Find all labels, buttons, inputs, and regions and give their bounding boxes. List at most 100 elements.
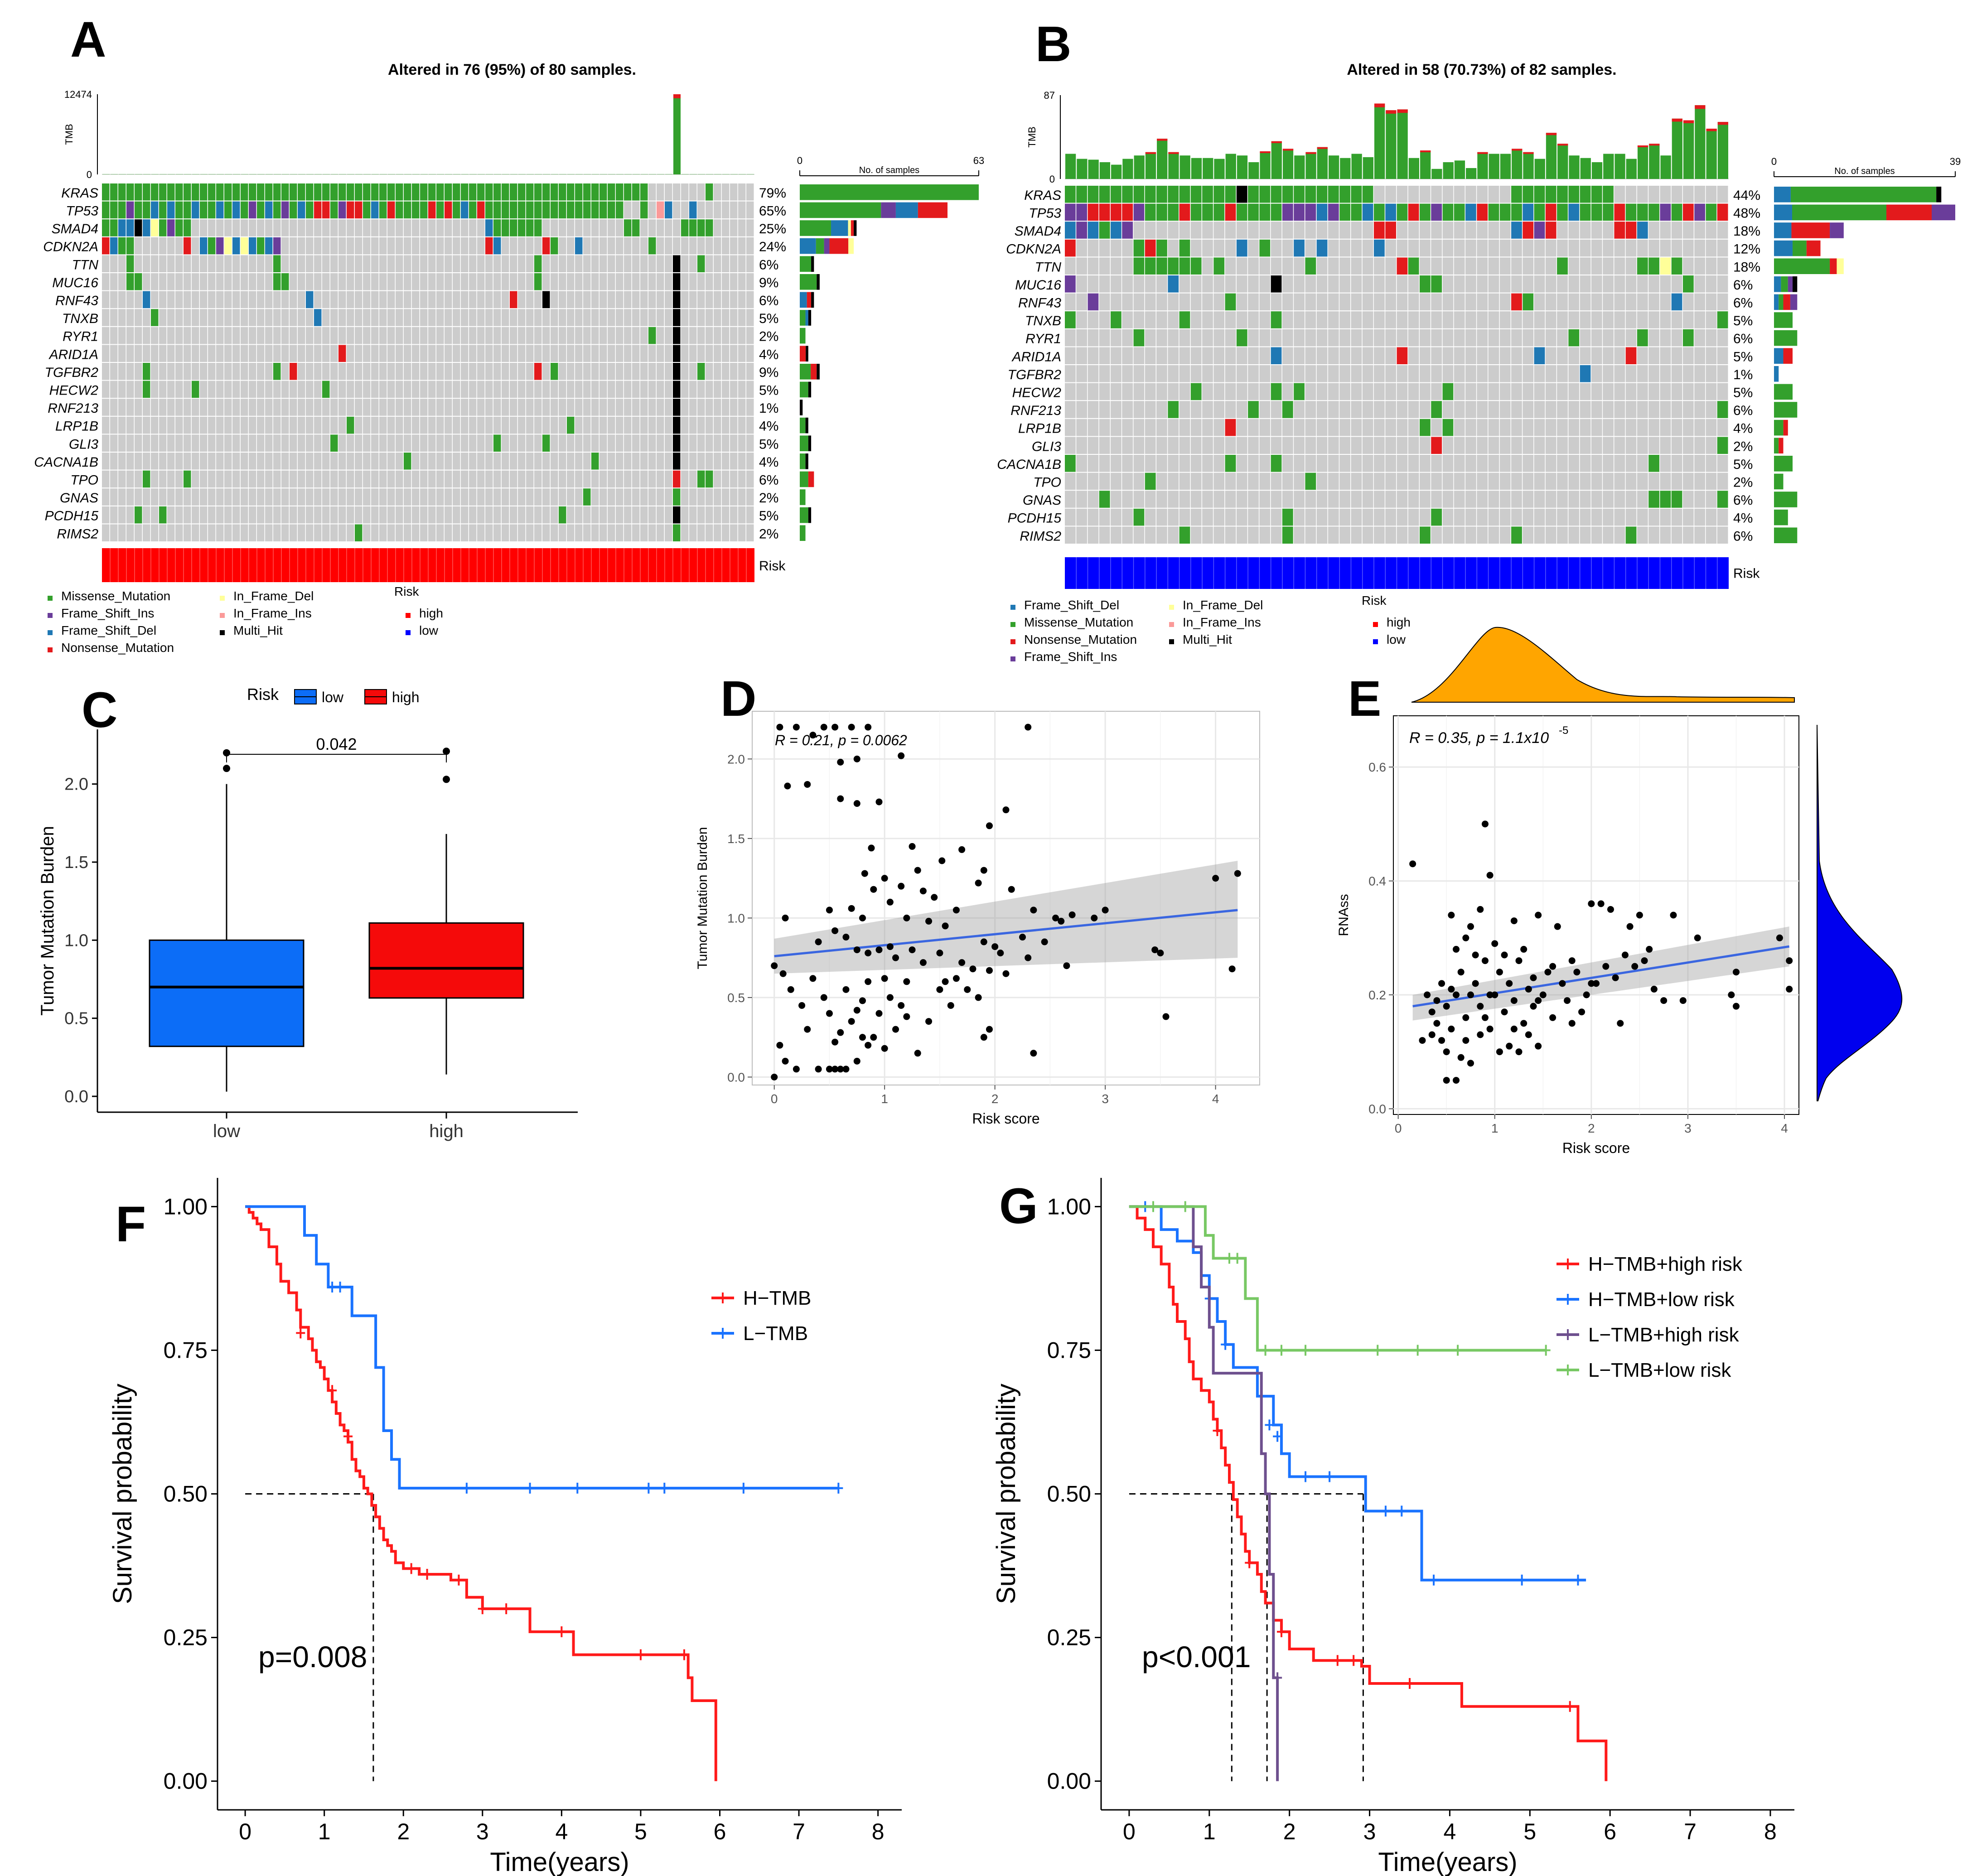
gene-label: KRAS xyxy=(1024,188,1061,203)
oncoprint-cell xyxy=(322,363,330,380)
oncoprint-cell xyxy=(493,381,501,398)
oncoprint-cell xyxy=(167,416,175,434)
oncoprint-cell xyxy=(1408,401,1419,418)
gene-count-bar xyxy=(800,274,817,290)
gene-count-bar xyxy=(851,220,854,236)
gene-pct-label: 5% xyxy=(1733,385,1753,400)
survival-curve xyxy=(245,1205,839,1490)
oncoprint-cell xyxy=(1236,257,1247,275)
oncoprint-cell xyxy=(1648,437,1659,454)
oncoprint-cell xyxy=(355,201,363,219)
plot-area xyxy=(752,711,1260,1085)
oncoprint-cell xyxy=(338,416,346,434)
scatter-point xyxy=(1554,923,1561,930)
risk-legend-swatch xyxy=(406,613,411,618)
y-tick-label: 0.50 xyxy=(164,1481,208,1507)
oncoprint-cell xyxy=(224,524,232,541)
oncoprint-cell xyxy=(200,327,208,344)
oncoprint-cell xyxy=(118,327,126,344)
oncoprint-cell xyxy=(102,506,110,524)
oncoprint-cell xyxy=(640,255,648,272)
gene-count-bar xyxy=(800,507,808,523)
scatter-point xyxy=(1515,1048,1523,1056)
oncoprint-cell xyxy=(1328,383,1339,400)
oncoprint-cell xyxy=(722,309,730,326)
y-tick-label: 0.75 xyxy=(1047,1337,1091,1363)
oncoprint-cell xyxy=(1385,329,1396,347)
gene-count-bar xyxy=(800,400,803,415)
oncoprint-cell xyxy=(1660,329,1671,347)
oncoprint-cell xyxy=(167,399,175,416)
oncoprint-cell xyxy=(1351,491,1362,508)
oncoprint-cell xyxy=(298,524,305,541)
oncoprint-cell xyxy=(534,273,542,290)
oncoprint-cell xyxy=(1488,365,1499,382)
oncoprint-cell xyxy=(697,416,705,434)
oncoprint-cell xyxy=(1133,311,1145,328)
oncoprint-cell xyxy=(1305,491,1316,508)
oncoprint-cell xyxy=(689,291,697,309)
oncoprint-cell xyxy=(322,381,330,398)
oncoprint-cell xyxy=(1111,437,1121,454)
oncoprint-cell xyxy=(118,237,126,255)
oncoprint-cell xyxy=(1408,455,1419,472)
scatter-point xyxy=(1030,907,1037,914)
oncoprint-cell xyxy=(1454,293,1465,311)
oncoprint-cell xyxy=(1282,473,1293,490)
censor-mark xyxy=(636,1649,645,1660)
oncoprint-cell xyxy=(110,381,118,398)
oncoprint-cell xyxy=(575,381,583,398)
oncoprint-cell xyxy=(1168,401,1179,418)
oncoprint-cell xyxy=(1408,257,1419,275)
oncoprint-cell xyxy=(110,345,118,362)
oncoprint-cell xyxy=(1088,257,1099,275)
tmb-bar-top xyxy=(1672,118,1682,122)
censor-mark xyxy=(1381,1505,1390,1517)
oncoprint-cell xyxy=(730,399,738,416)
oncoprint-cell xyxy=(657,183,664,201)
oncoprint-cell xyxy=(1271,293,1282,311)
oncoprint-cell xyxy=(689,219,697,236)
oncoprint-cell xyxy=(1603,419,1614,436)
oncoprint-cell xyxy=(273,381,281,398)
oncoprint-cell xyxy=(477,327,485,344)
oncoprint-cell xyxy=(1557,437,1568,454)
scatter-point xyxy=(1433,1020,1440,1027)
oncoprint-cell xyxy=(1099,455,1110,472)
oncoprint-cell xyxy=(1202,275,1213,293)
oncoprint-cell xyxy=(436,363,444,380)
oncoprint-cell xyxy=(1511,437,1522,454)
oncoprint-cell xyxy=(1271,203,1282,221)
oncoprint-cell xyxy=(518,453,526,470)
oncoprint-cell xyxy=(1190,311,1202,328)
oncoprint-cell xyxy=(338,488,346,506)
oncoprint-cell xyxy=(1614,401,1625,418)
oncoprint-cell xyxy=(1568,526,1580,544)
oncoprint-cell xyxy=(184,363,191,380)
oncoprint-cell xyxy=(118,291,126,309)
oncoprint-cell xyxy=(1259,257,1271,275)
oncoprint-cell xyxy=(673,434,681,452)
oncoprint-cell xyxy=(657,416,664,434)
oncoprint-cell xyxy=(1248,257,1259,275)
oncoprint-cell xyxy=(673,183,681,201)
oncoprint-cell xyxy=(208,524,216,541)
oncoprint-cell xyxy=(1488,508,1499,526)
oncoprint-cell xyxy=(249,327,256,344)
oncoprint-cell xyxy=(306,470,314,488)
oncoprint-cell xyxy=(241,237,248,255)
oncoprint-cell xyxy=(608,219,615,236)
oncoprint-cell xyxy=(1316,508,1328,526)
oncoprint-cell xyxy=(632,273,640,290)
oncoprint-cell xyxy=(1648,329,1659,347)
scatter-point xyxy=(1535,1042,1542,1050)
oncoprint-cell xyxy=(1591,222,1602,239)
oncoprint-cell xyxy=(1408,383,1419,400)
oncoprint-cell xyxy=(1660,311,1671,328)
tmb-bar xyxy=(1695,105,1706,179)
oncoprint-cell xyxy=(1282,437,1293,454)
bar-axis-max: 39 xyxy=(1950,156,1961,167)
gene-count-bar xyxy=(811,364,817,380)
oncoprint-cell xyxy=(371,183,379,201)
oncoprint-cell xyxy=(469,399,477,416)
